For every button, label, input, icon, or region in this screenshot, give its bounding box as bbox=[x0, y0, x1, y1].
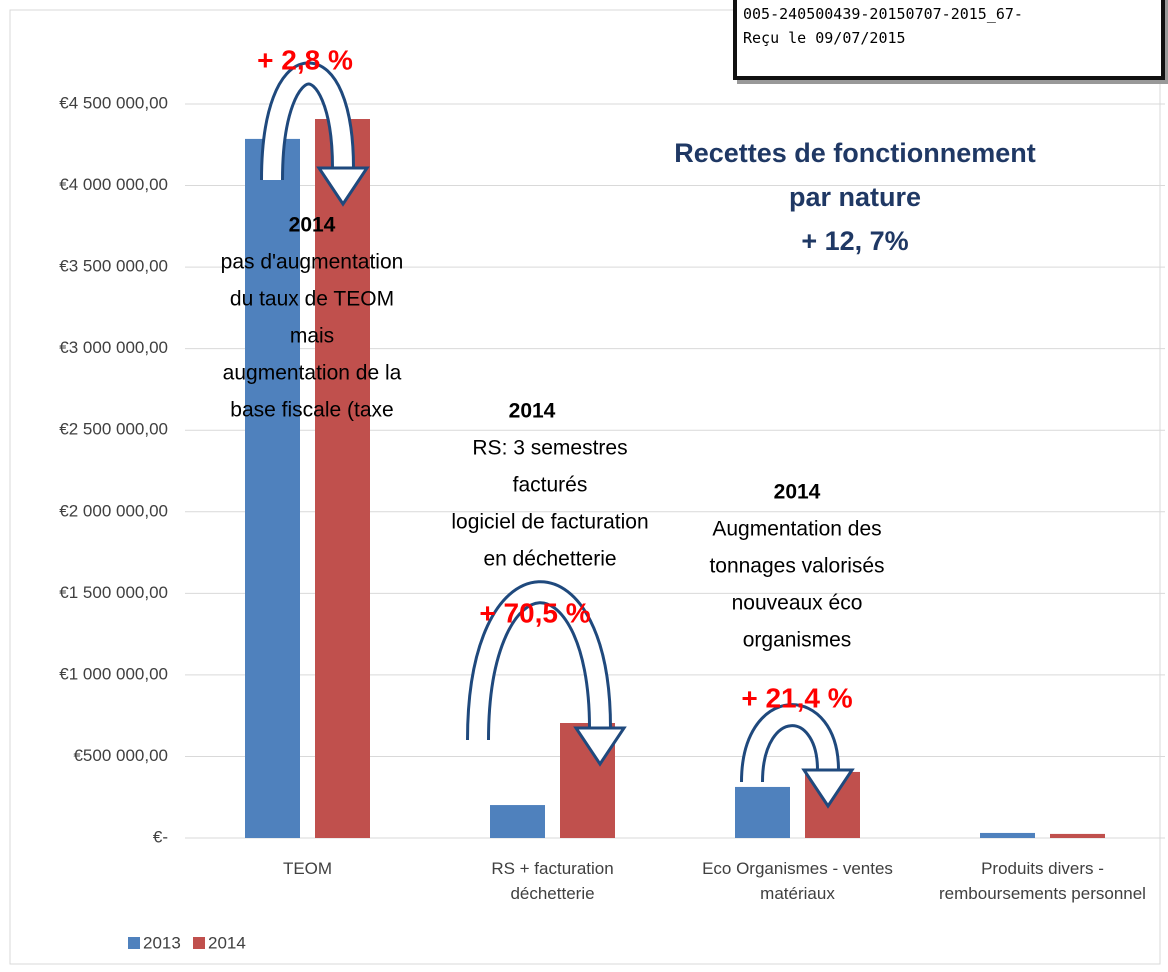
chart-title: par nature bbox=[789, 182, 921, 212]
arrow-head bbox=[573, 726, 627, 767]
y-tick-label: €2 000 000,00 bbox=[59, 501, 168, 520]
arrow-inner bbox=[469, 583, 609, 741]
x-tick-label: TEOM bbox=[282, 859, 333, 878]
chart-border bbox=[9, 9, 1161, 965]
curved-arrow bbox=[740, 703, 855, 809]
chart-title: + 12, 7% bbox=[801, 226, 908, 256]
note-line: organismes bbox=[743, 629, 852, 652]
legend-swatch bbox=[128, 937, 140, 949]
note-line: Augmentation des bbox=[712, 518, 881, 541]
legend-label: 2014 bbox=[208, 933, 246, 952]
note-line: nouveaux éco bbox=[732, 592, 863, 615]
x-tick-label: Produits divers - remboursements personn… bbox=[939, 859, 1146, 903]
bar bbox=[315, 119, 370, 838]
note-line: du taux de TEOM bbox=[230, 288, 394, 311]
y-tick-label: €3 000 000,00 bbox=[59, 338, 168, 357]
bar bbox=[245, 138, 300, 839]
note-line: logiciel de facturation bbox=[451, 511, 648, 534]
note-line: facturés bbox=[513, 474, 588, 497]
y-tick-label: €2 500 000,00 bbox=[59, 420, 168, 439]
chart-title: Recettes de fonctionnement bbox=[674, 138, 1036, 168]
arrow-inner bbox=[743, 706, 837, 783]
note-line: base fiscale (taxe bbox=[230, 399, 393, 422]
growth-label: + 21,4 % bbox=[741, 682, 852, 713]
x-tick-label: RS + facturation déchetterie bbox=[491, 859, 614, 903]
arrow-head bbox=[801, 768, 855, 809]
x-tick-label: Eco Organismes - ventes matériaux bbox=[702, 859, 893, 903]
bar bbox=[490, 805, 545, 838]
note-line: tonnages valorisés bbox=[709, 555, 884, 578]
note-heading: 2014 bbox=[774, 481, 821, 504]
note-line: augmentation de la bbox=[223, 362, 402, 385]
note-line: en déchetterie bbox=[483, 548, 616, 571]
y-tick-label: €4 000 000,00 bbox=[59, 175, 168, 194]
stamp-line: 005-240500439-20150707-2015_67- bbox=[743, 5, 1023, 23]
curved-arrow bbox=[260, 61, 370, 207]
y-tick-label: €- bbox=[153, 827, 168, 846]
legend-label: 2013 bbox=[143, 933, 181, 952]
note-line: pas d'augmentation bbox=[221, 251, 404, 274]
y-tick-label: €4 500 000,00 bbox=[59, 93, 168, 112]
growth-label: + 2,8 % bbox=[257, 44, 353, 75]
y-tick-label: €3 500 000,00 bbox=[59, 257, 168, 276]
bar bbox=[735, 786, 790, 838]
note-line: RS: 3 semestres bbox=[472, 437, 627, 460]
stamp-line: Reçu le 09/07/2015 bbox=[743, 29, 906, 47]
growth-label: + 70,5 % bbox=[479, 597, 590, 628]
bar bbox=[980, 832, 1035, 838]
stamp: 005-240500439-20150707-2015_67- Reçu le … bbox=[733, 0, 1165, 80]
note-line: mais bbox=[290, 325, 334, 348]
arrow-head bbox=[316, 166, 370, 207]
arrow-inner bbox=[263, 64, 352, 181]
y-tick-label: €1 500 000,00 bbox=[59, 583, 168, 602]
bar bbox=[1050, 833, 1105, 838]
note-heading: 2014 bbox=[289, 214, 336, 237]
legend-swatch bbox=[193, 937, 205, 949]
curved-arrow bbox=[466, 580, 627, 767]
y-tick-label: €500 000,00 bbox=[73, 746, 168, 765]
note-heading: 2014 bbox=[509, 400, 556, 423]
y-tick-label: €1 000 000,00 bbox=[59, 664, 168, 683]
